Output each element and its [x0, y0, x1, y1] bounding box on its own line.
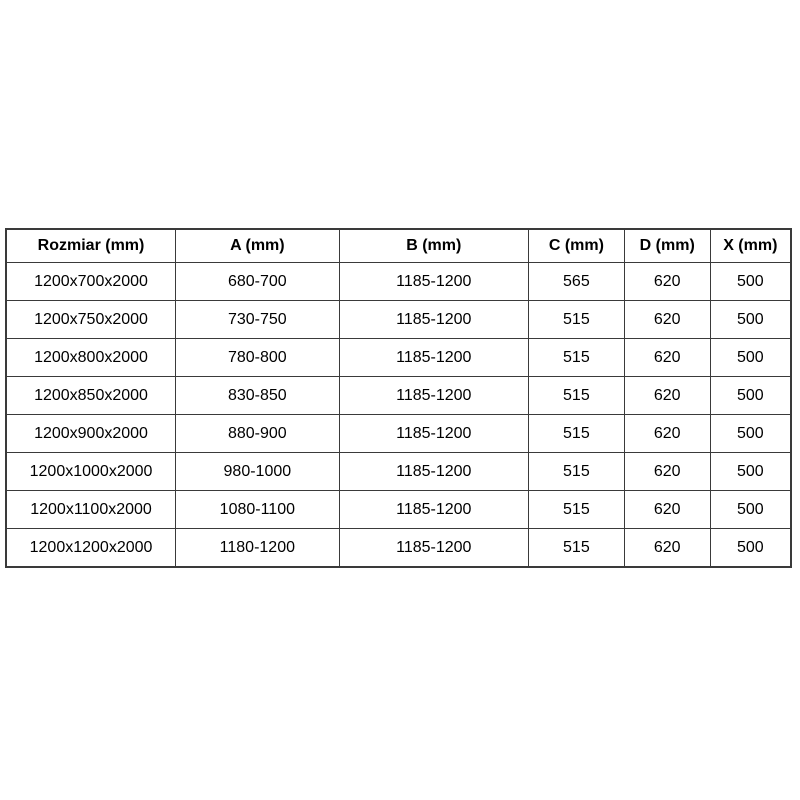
table-row: 1200x1100x2000 1080-1100 1185-1200 515 620 50…	[5, 490, 792, 529]
table-cell: 1185-1200	[338, 452, 529, 491]
table-row: 1200x700x2000 680-700 1185-1200 565 620 500	[5, 262, 792, 301]
table-cell: 515	[527, 376, 625, 415]
column-header: D (mm)	[623, 228, 711, 263]
table-row: 1200x800x2000 780-800 1185-1200 515 620 500	[5, 338, 792, 377]
table-cell: 1200x800x2000	[5, 338, 177, 377]
column-header: C (mm)	[527, 228, 625, 263]
table-cell: 515	[527, 452, 625, 491]
table-header-row: Rozmiar (mm) A (mm) B (mm) C (mm) D (mm) X (m…	[5, 228, 792, 263]
table-cell: 1200x750x2000	[5, 300, 177, 339]
table-cell: 1200x900x2000	[5, 414, 177, 453]
table-cell: 500	[709, 414, 792, 453]
table-cell: 515	[527, 490, 625, 529]
column-header: A (mm)	[175, 228, 340, 263]
table-cell: 1200x1100x2000	[5, 490, 177, 529]
table-cell: 980-1000	[175, 452, 340, 491]
table-row: 1200x1200x2000 1180-1200 1185-1200 515 620 50…	[5, 528, 792, 568]
table-row: 1200x1000x2000 980-1000 1185-1200 515 620 500	[5, 452, 792, 491]
table-cell: 500	[709, 262, 792, 301]
table-cell: 620	[623, 414, 711, 453]
table-cell: 515	[527, 414, 625, 453]
table-cell: 1200x700x2000	[5, 262, 177, 301]
table-cell: 830-850	[175, 376, 340, 415]
table-cell: 1185-1200	[338, 414, 529, 453]
column-header: Rozmiar (mm)	[5, 228, 177, 263]
table-cell: 1200x850x2000	[5, 376, 177, 415]
table-cell: 1180-1200	[175, 528, 340, 568]
table-cell: 730-750	[175, 300, 340, 339]
column-header: B (mm)	[338, 228, 529, 263]
table-row: 1200x900x2000 880-900 1185-1200 515 620 500	[5, 414, 792, 453]
table-cell: 515	[527, 338, 625, 377]
table-body: 1200x700x2000 680-700 1185-1200 565 620 500 12…	[5, 262, 792, 568]
table-cell: 565	[527, 262, 625, 301]
table-cell: 500	[709, 452, 792, 491]
table-cell: 620	[623, 452, 711, 491]
table-cell: 515	[527, 300, 625, 339]
table-cell: 500	[709, 528, 792, 568]
dimension-table-container: Rozmiar (mm) A (mm) B (mm) C (mm) D (mm) X (m…	[5, 228, 792, 568]
dimension-table: Rozmiar (mm) A (mm) B (mm) C (mm) D (mm) X (m…	[5, 228, 792, 568]
table-cell: 620	[623, 490, 711, 529]
column-header: X (mm)	[709, 228, 792, 263]
table-cell: 1185-1200	[338, 300, 529, 339]
table-cell: 1185-1200	[338, 528, 529, 568]
table-cell: 620	[623, 376, 711, 415]
table-cell: 515	[527, 528, 625, 568]
table-cell: 880-900	[175, 414, 340, 453]
table-cell: 1185-1200	[338, 262, 529, 301]
table-cell: 1080-1100	[175, 490, 340, 529]
table-cell: 500	[709, 300, 792, 339]
table-cell: 680-700	[175, 262, 340, 301]
table-cell: 780-800	[175, 338, 340, 377]
table-cell: 620	[623, 338, 711, 377]
table-cell: 1185-1200	[338, 490, 529, 529]
table-cell: 1185-1200	[338, 376, 529, 415]
table-cell: 620	[623, 300, 711, 339]
table-cell: 500	[709, 376, 792, 415]
table-row: 1200x850x2000 830-850 1185-1200 515 620 500	[5, 376, 792, 415]
table-cell: 500	[709, 490, 792, 529]
table-cell: 1200x1000x2000	[5, 452, 177, 491]
table-head: Rozmiar (mm) A (mm) B (mm) C (mm) D (mm) X (m…	[5, 228, 792, 263]
table-cell: 1200x1200x2000	[5, 528, 177, 568]
table-cell: 1185-1200	[338, 338, 529, 377]
table-cell: 500	[709, 338, 792, 377]
table-cell: 620	[623, 528, 711, 568]
table-cell: 620	[623, 262, 711, 301]
table-row: 1200x750x2000 730-750 1185-1200 515 620 500	[5, 300, 792, 339]
